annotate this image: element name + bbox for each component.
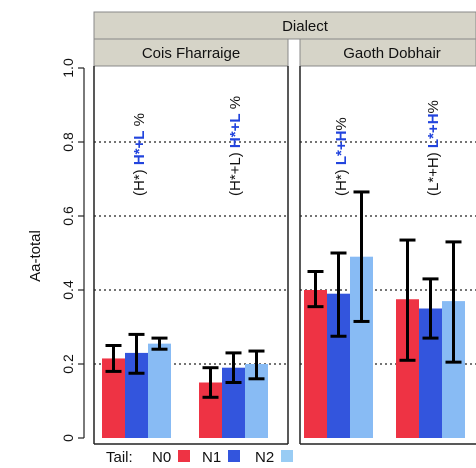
bar [148, 343, 171, 438]
legend-label: N0 [152, 449, 171, 466]
group-label-condition: (H*+L) [227, 148, 244, 196]
legend-title: Tail: [106, 449, 133, 466]
bar [245, 364, 268, 438]
bar [419, 308, 442, 438]
y-tick-label: 0.2 [60, 354, 76, 374]
panel-title: Gaoth Dobhair [343, 45, 441, 62]
y-tick-label: 0.8 [60, 132, 76, 152]
group-label-condition: (H*) [333, 165, 350, 196]
group-label-unit: % [131, 113, 148, 131]
legend-swatch [281, 450, 293, 462]
header-strip [93, 11, 476, 40]
bar [442, 301, 465, 438]
bar [327, 293, 350, 438]
strip-headers: Dialect Cois Fharraige Gaoth Dobhair [93, 11, 476, 67]
legend-label: N1 [202, 449, 221, 466]
legend-swatch [178, 450, 190, 462]
panel-frames [93, 66, 476, 445]
error-bars [105, 190, 462, 399]
y-axis: 0 0.2 0.4 0.6 0.8 1.0 Aa-total [27, 58, 85, 442]
group-label-unit: % [227, 96, 244, 114]
group-label-condition: (H*) [131, 165, 148, 196]
bar [350, 256, 373, 438]
legend-label: N2 [255, 449, 274, 466]
group-label: (H*) H*+L % [131, 113, 148, 196]
panel-title: Cois Fharraige [142, 45, 240, 62]
bar [222, 367, 245, 438]
bars [102, 256, 465, 438]
group-label-accent: H*+L [227, 113, 244, 148]
y-tick-label: 0.4 [60, 280, 76, 300]
group-label-unit: % [333, 117, 350, 130]
group-label: (L*+H) L*+H% [425, 100, 442, 196]
group-label-accent: L*+H [425, 113, 442, 148]
group-label: (H*) L*+H% [333, 117, 350, 196]
group-label-accent: L*+H [333, 131, 350, 166]
group-label: (H*+L) H*+L % [227, 96, 244, 196]
y-tick-label: 0.6 [60, 206, 76, 226]
y-tick-label: 0 [60, 434, 76, 442]
y-axis-label: Aa-total [27, 230, 44, 282]
group-label-accent: H*+L [131, 131, 148, 166]
bar [304, 290, 327, 438]
panel-strip [299, 38, 476, 67]
bar [102, 358, 125, 438]
legend: Tail: N0 N1 N2 [106, 449, 293, 466]
bar [396, 299, 419, 438]
y-tick-label: 1.0 [60, 58, 76, 78]
panel-strip [93, 38, 289, 67]
group-label-condition: (L*+H) [425, 148, 442, 196]
group-labels: (H*) H*+L %(H*+L) H*+L %(H*) L*+H%(L*+H)… [131, 96, 442, 196]
group-label-unit: % [425, 100, 442, 113]
legend-swatch [228, 450, 240, 462]
header-title: Dialect [282, 18, 329, 35]
